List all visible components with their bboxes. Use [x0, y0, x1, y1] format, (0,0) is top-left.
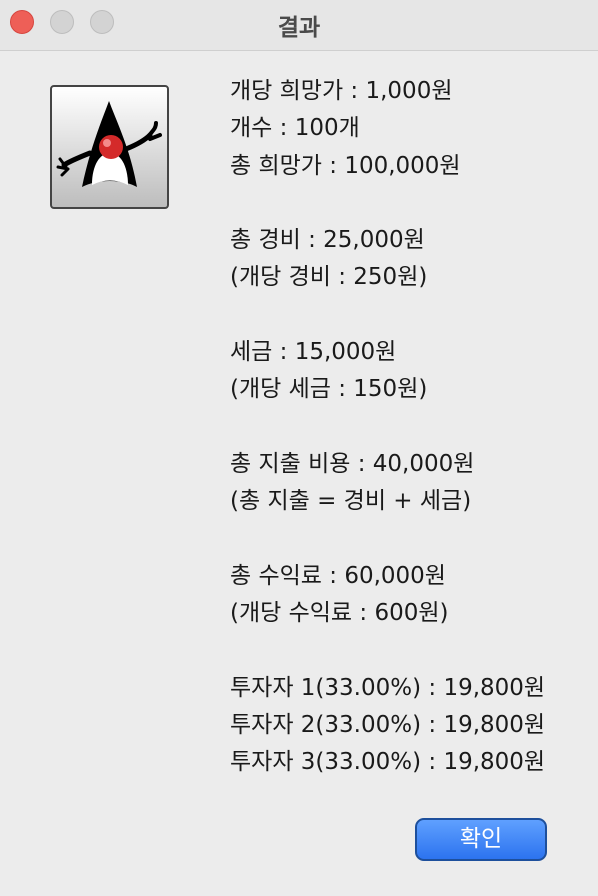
result-line: 투자자 1(33.00%) : 19,800원 [230, 674, 546, 701]
minimize-window-button[interactable] [50, 10, 74, 34]
blank-line [230, 185, 590, 222]
blank-line [230, 521, 590, 558]
result-line: 총 희망가 : 100,000원 [230, 152, 461, 179]
result-line: (개당 경비 : 250원) [230, 264, 428, 291]
close-window-button[interactable] [10, 10, 34, 34]
result-line: (개당 세금 : 150원) [230, 376, 428, 403]
window-title: 결과 [277, 15, 321, 41]
java-duke-icon [50, 85, 169, 209]
result-line: 개당 희망가 : 1,000원 [230, 78, 453, 104]
title-bar[interactable]: 결과 [0, 0, 598, 51]
blank-line [230, 409, 590, 446]
result-line: 투자자 3(33.00%) : 19,800원 [230, 749, 546, 776]
result-line: 투자자 2(33.00%) : 19,800원 [230, 712, 546, 739]
result-line: (총 지출 = 경비 + 세금) [230, 488, 472, 515]
blank-line [230, 632, 590, 669]
zoom-window-button[interactable] [90, 10, 114, 34]
result-text: 개당 희망가 : 1,000원 개수 : 100개 총 희망가 : 100,00… [230, 73, 590, 782]
result-line: 총 지출 비용 : 40,000원 [230, 450, 475, 477]
result-line: (개당 수익료 : 600원) [230, 600, 449, 627]
result-line: 총 경비 : 25,000원 [230, 227, 425, 254]
blank-line [230, 297, 590, 334]
result-line: 세금 : 15,000원 [230, 339, 397, 366]
ok-button[interactable]: 확인 [415, 818, 547, 861]
result-line: 총 수익료 : 60,000원 [230, 562, 446, 589]
result-line: 개수 : 100개 [230, 115, 360, 142]
